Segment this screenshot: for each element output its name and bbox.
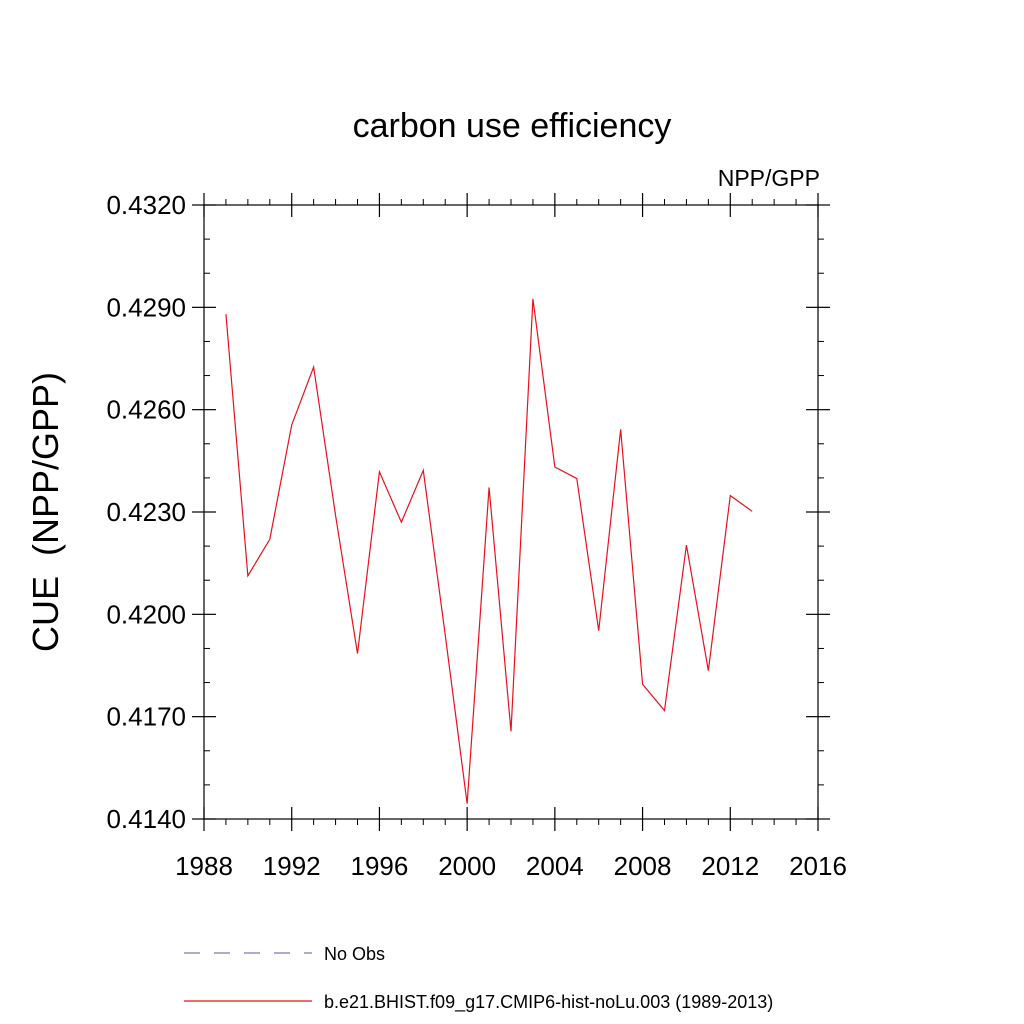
chart-subtitle: NPP/GPP <box>718 165 820 191</box>
legend: No Obs b.e21.BHIST.f09_g17.CMIP6-hist-noL… <box>184 944 773 1013</box>
x-tick-label: 1988 <box>175 851 233 881</box>
legend-label: b.e21.BHIST.f09_g17.CMIP6-hist-noLu.003 … <box>324 992 773 1013</box>
x-tick-label: 2012 <box>701 851 759 881</box>
series-line <box>225 298 753 804</box>
y-tick-label: 0.4140 <box>106 804 186 834</box>
y-tick-label: 0.4170 <box>106 702 186 732</box>
x-tick-label: 2016 <box>789 851 847 881</box>
chart-title: carbon use efficiency <box>353 107 672 145</box>
x-tick-label: 2008 <box>614 851 672 881</box>
legend-label: No Obs <box>324 944 385 964</box>
y-tick-label: 0.4200 <box>106 599 186 629</box>
x-tick-label: 2004 <box>526 851 584 881</box>
y-tick-label: 0.4320 <box>106 190 186 220</box>
y-tick-label: 0.4290 <box>106 292 186 322</box>
y-tick-label: 0.4260 <box>106 395 186 425</box>
axis-ticks: 1988 1992 1996 2000 2004 2008 2012 2016 0.4140 0.… <box>106 190 846 881</box>
series-layer <box>225 298 753 804</box>
y-tick-label: 0.4230 <box>106 497 186 527</box>
y-axis-label: CUE (NPP/GPP) <box>25 372 66 652</box>
x-tick-label: 2000 <box>438 851 496 881</box>
x-tick-label: 1996 <box>351 851 409 881</box>
x-tick-label: 1992 <box>263 851 321 881</box>
